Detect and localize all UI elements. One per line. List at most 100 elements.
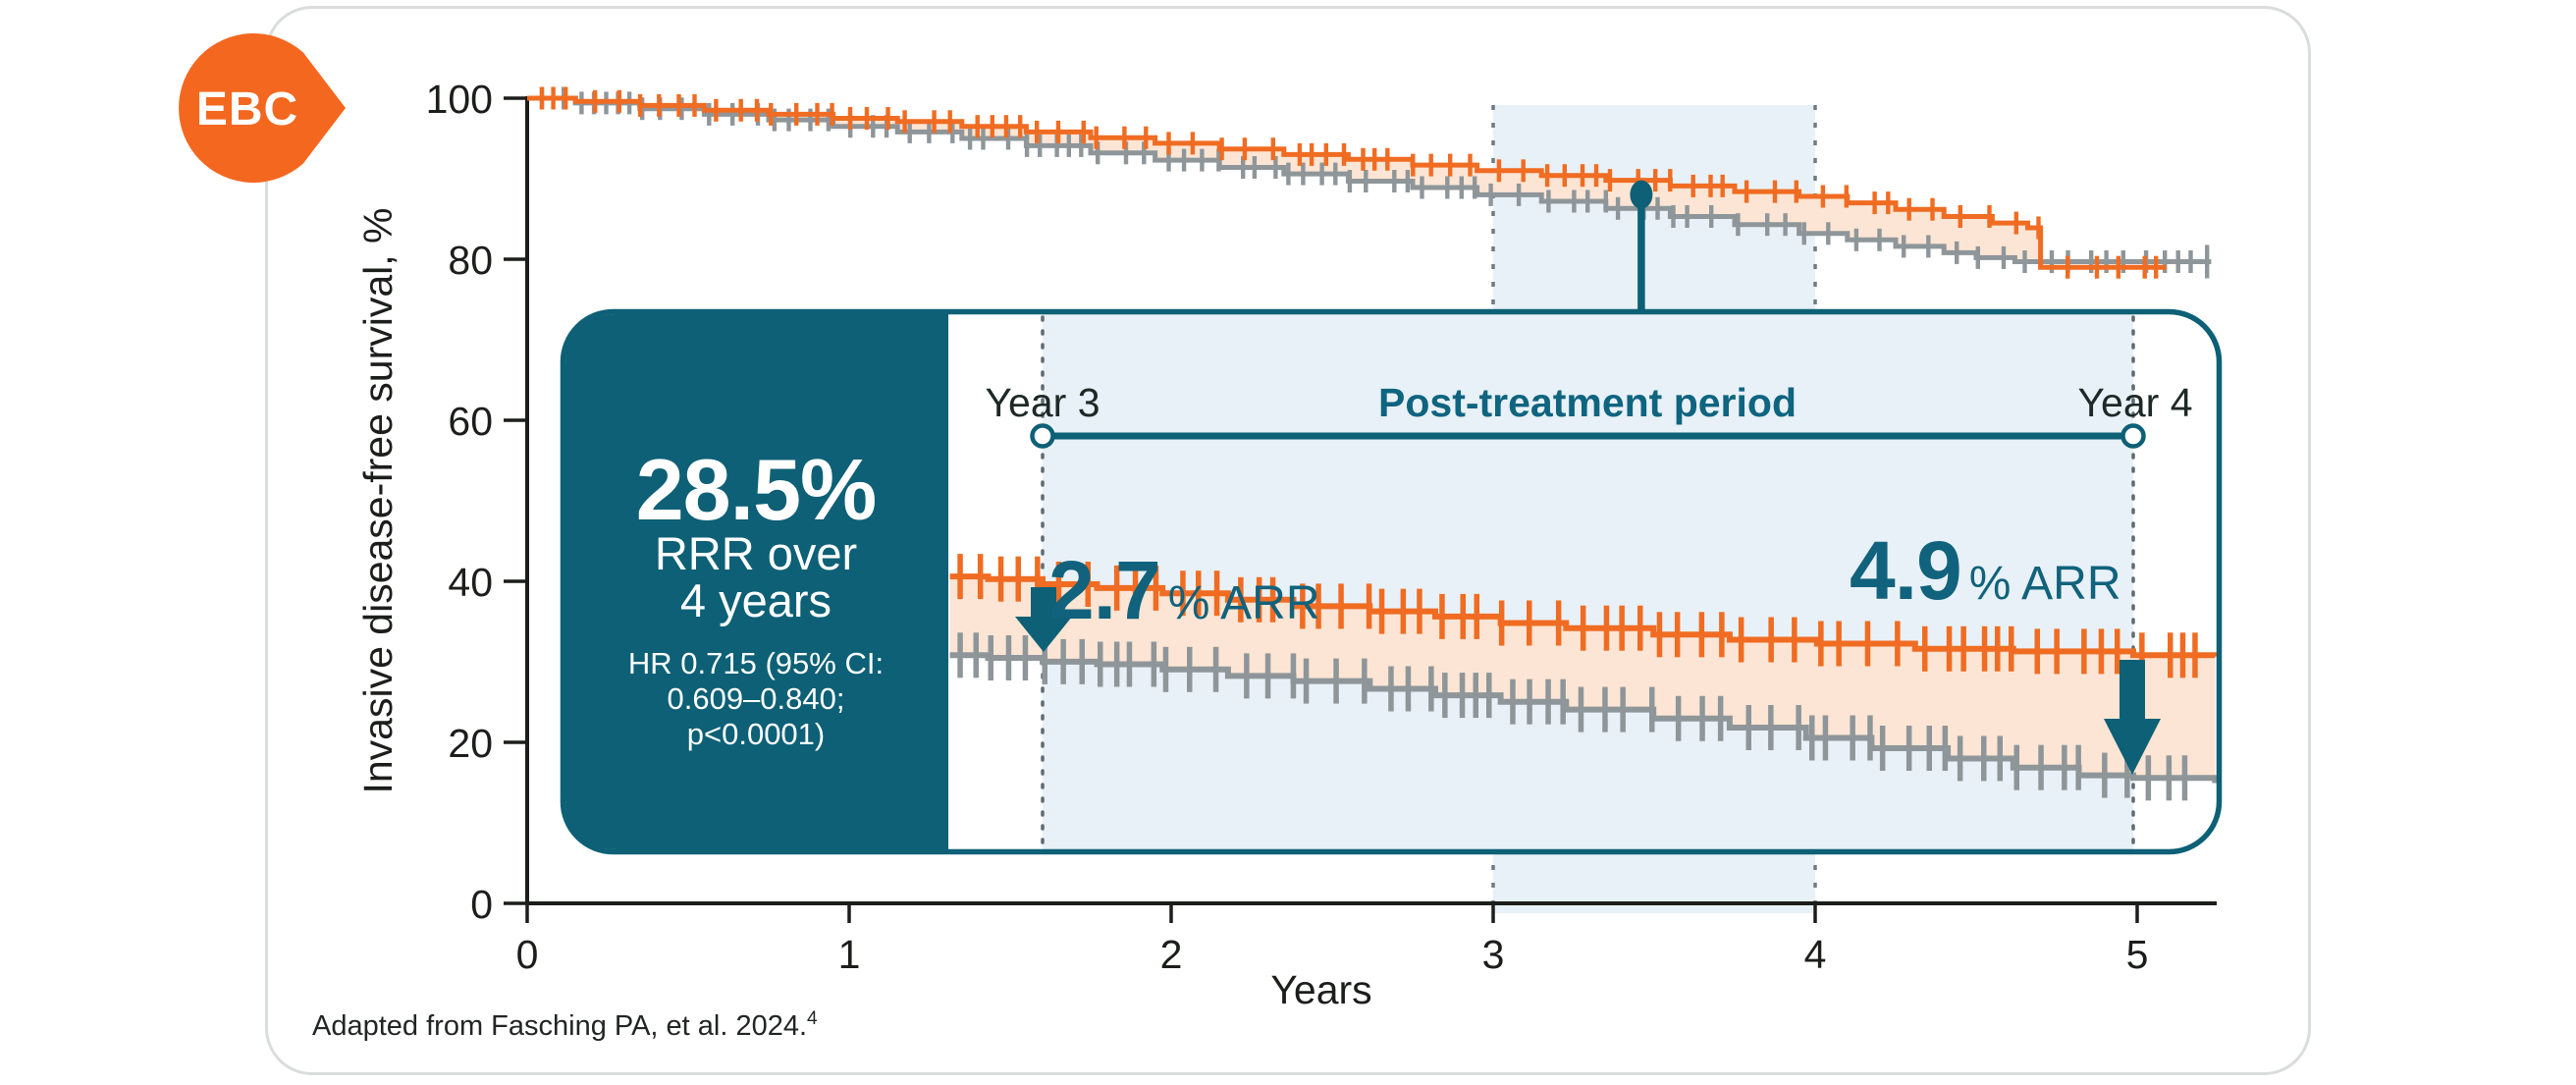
y-axis-tick-label: 40 — [448, 560, 493, 605]
inset-censor-tick-orange — [2179, 632, 2186, 678]
inset-censor-tick-gray — [1850, 715, 1855, 761]
censor-tick-orange — [564, 86, 568, 110]
arr-year4-annotation: 4.9% ARR — [1850, 524, 2121, 617]
inset-censor-tick-orange — [1338, 583, 1344, 629]
censor-tick-gray — [1709, 205, 1714, 228]
censor-tick-gray — [1066, 134, 1071, 157]
censor-tick-orange — [1411, 153, 1416, 177]
inset-censor-tick-gray — [1098, 641, 1103, 687]
arr-year4-arrow-icon — [2104, 660, 2161, 775]
inset-censor-tick-orange — [2168, 632, 2174, 678]
censor-tick-gray — [2163, 250, 2168, 273]
censor-tick-gray — [1005, 127, 1011, 150]
inset-censor-tick-gray — [1717, 695, 1724, 741]
censor-tick-orange — [2036, 216, 2041, 240]
inset-censor-tick-orange — [2192, 632, 2198, 678]
censor-tick-orange — [1309, 142, 1315, 166]
inset-censor-tick-gray — [1079, 638, 1085, 684]
censor-tick-gray — [2001, 245, 2007, 269]
inset-censor-tick-gray — [1620, 686, 1626, 732]
censor-tick-gray — [1603, 190, 1608, 213]
inset-censor-tick-orange — [1417, 588, 1422, 634]
censor-tick-orange — [794, 102, 799, 126]
censor-tick-orange — [1448, 153, 1453, 177]
inset-censor-tick-orange — [1698, 612, 1705, 658]
censor-tick-gray — [1516, 183, 1522, 206]
inset-censor-tick-gray — [1578, 686, 1584, 732]
censor-tick-orange — [1720, 174, 1725, 197]
censor-tick-orange — [932, 110, 937, 134]
censor-tick-gray — [1572, 190, 1577, 213]
inset-censor-tick-orange — [1674, 612, 1681, 658]
censor-tick-orange — [1297, 142, 1303, 166]
inset-censor-tick-gray — [1602, 686, 1608, 732]
post-treatment-period-label: Post-treatment period — [1378, 380, 1797, 425]
inset-censor-tick-orange — [1719, 612, 1725, 658]
inset-censor-tick-orange — [1818, 621, 1824, 667]
censor-tick-orange — [1958, 205, 1962, 228]
censor-tick-gray — [1926, 235, 1931, 258]
censor-tick-gray — [1364, 170, 1368, 192]
censor-tick-orange — [1055, 120, 1061, 143]
inset-censor-tick-gray — [1459, 673, 1466, 719]
censor-tick-gray — [679, 97, 684, 121]
inset-censor-tick-gray — [1022, 635, 1029, 680]
inset-censor-tick-gray — [1388, 666, 1394, 712]
censor-tick-orange — [593, 89, 598, 113]
inset-censor-tick-gray — [1879, 726, 1886, 771]
censor-tick-gray — [1347, 170, 1353, 192]
censor-tick-gray — [1216, 148, 1221, 172]
censor-tick-orange — [1668, 169, 1673, 192]
censor-tick-gray — [730, 102, 735, 126]
x-axis-tick-label: 4 — [1804, 932, 1827, 977]
x-axis-tick-label: 2 — [1160, 932, 1183, 977]
inset-censor-tick-gray — [1699, 695, 1705, 741]
y-axis-tick-label: 0 — [470, 882, 493, 927]
censor-tick-orange — [617, 89, 621, 113]
censor-tick-gray — [2175, 250, 2180, 273]
censor-tick-gray — [772, 108, 778, 132]
censor-tick-orange — [1521, 159, 1526, 183]
censor-tick-orange — [1562, 164, 1567, 188]
x-axis-tick-label: 1 — [838, 932, 861, 977]
censor-tick-gray — [1420, 176, 1424, 199]
censor-tick-orange — [830, 102, 834, 126]
inset-censor-tick-orange — [2098, 628, 2105, 675]
inset-censor-tick-gray — [1333, 658, 1339, 704]
censor-tick-gray — [1054, 134, 1059, 157]
ebc-badge-icon: EBC — [179, 32, 346, 183]
inset-censor-tick-gray — [1942, 726, 1949, 771]
censor-tick-orange — [769, 102, 774, 126]
y-axis-tick-label: 60 — [448, 399, 493, 444]
inset-censor-tick-orange — [1768, 617, 1774, 663]
marker-dot — [1630, 180, 1653, 209]
censor-tick-gray — [1877, 228, 1882, 251]
inset-censor-tick-gray — [2075, 744, 2081, 790]
inset-censor-tick-orange — [1619, 605, 1625, 651]
censor-tick-orange — [1190, 132, 1196, 155]
inset-censor-tick-gray — [2124, 752, 2130, 798]
inset-censor-tick-orange — [2115, 628, 2120, 675]
censor-tick-orange — [886, 107, 890, 130]
inset-censor-tick-orange — [1922, 625, 1928, 672]
censor-tick-gray — [1241, 156, 1246, 179]
inset-censor-tick-gray — [1796, 705, 1801, 750]
inset-censor-tick-orange — [1864, 621, 1871, 667]
censor-tick-orange — [847, 107, 853, 130]
censor-tick-gray — [1615, 196, 1621, 220]
censor-tick-orange — [1708, 174, 1713, 197]
hr-line-1: HR 0.715 (95% CI: — [628, 646, 884, 680]
arr-year3-annotation: 2.7% ARR — [1048, 544, 1320, 636]
censor-tick-gray — [2188, 250, 2193, 273]
censor-tick-gray — [1096, 141, 1100, 165]
x-axis-tick-label: 3 — [1482, 932, 1505, 977]
censor-tick-gray — [1181, 148, 1187, 172]
year4-label: Year 4 — [2077, 380, 2192, 425]
inset-censor-tick-orange — [1400, 588, 1407, 634]
inset-censor-tick-orange — [1085, 562, 1091, 607]
inset-censor-tick-orange — [1300, 583, 1306, 629]
inset-censor-tick-orange — [1946, 625, 1953, 672]
inset-censor-tick-orange — [1256, 576, 1262, 623]
y-axis-tick-label: 100 — [426, 77, 493, 122]
